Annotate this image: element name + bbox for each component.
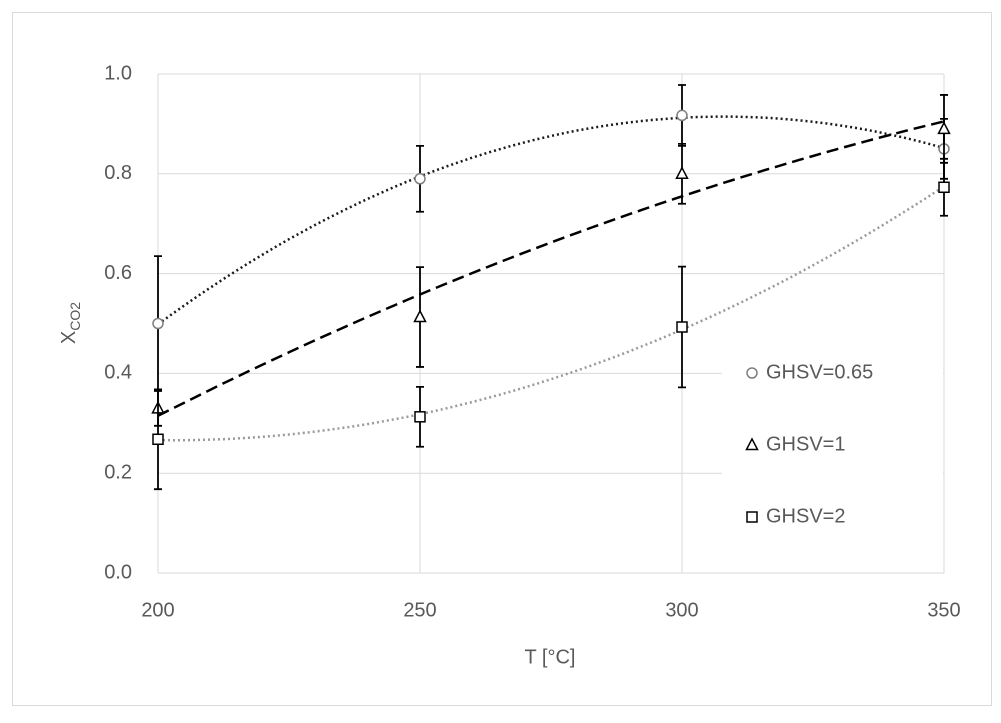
y-tick-label: 0.0 xyxy=(104,561,132,583)
y-tick-label: 0.2 xyxy=(104,461,132,483)
marker xyxy=(938,181,950,194)
x-axis-label: T [°C] xyxy=(525,646,576,668)
marker xyxy=(676,321,688,333)
legend: GHSV=0.65 GHSV=1 GHSV=2 xyxy=(722,343,943,559)
marker xyxy=(152,317,164,330)
marker xyxy=(745,437,759,451)
trendline xyxy=(157,185,945,442)
trendline xyxy=(157,115,945,326)
y-tick-label: 1.0 xyxy=(104,62,132,84)
marker xyxy=(676,109,688,122)
marks xyxy=(151,84,951,491)
x-tick-label: 250 xyxy=(403,599,436,621)
marker xyxy=(152,433,164,446)
y-axis-label-sub: CO2 xyxy=(67,302,83,331)
marker xyxy=(746,511,758,523)
marker xyxy=(413,309,427,323)
y-tick-label: 0.8 xyxy=(104,162,132,184)
y-axis-label-main: X xyxy=(58,331,80,344)
trendline xyxy=(157,120,945,417)
legend-label: GHSV=2 xyxy=(766,505,845,527)
marker xyxy=(746,367,758,379)
marker xyxy=(675,166,689,180)
x-tick-label: 200 xyxy=(141,599,174,621)
y-tick-label: 0.4 xyxy=(104,362,132,384)
trendlines xyxy=(157,115,945,442)
marker xyxy=(414,173,426,185)
y-axis-label: XCO2 xyxy=(58,302,82,344)
x-tick-label: 300 xyxy=(665,599,698,621)
y-tick-label: 0.6 xyxy=(104,262,132,284)
legend-label: GHSV=0.65 xyxy=(766,361,873,383)
marker xyxy=(937,121,951,135)
x-tick-label: 350 xyxy=(927,599,960,621)
legend-label: GHSV=1 xyxy=(766,433,845,455)
marker xyxy=(414,411,426,423)
legend-box xyxy=(722,343,943,559)
